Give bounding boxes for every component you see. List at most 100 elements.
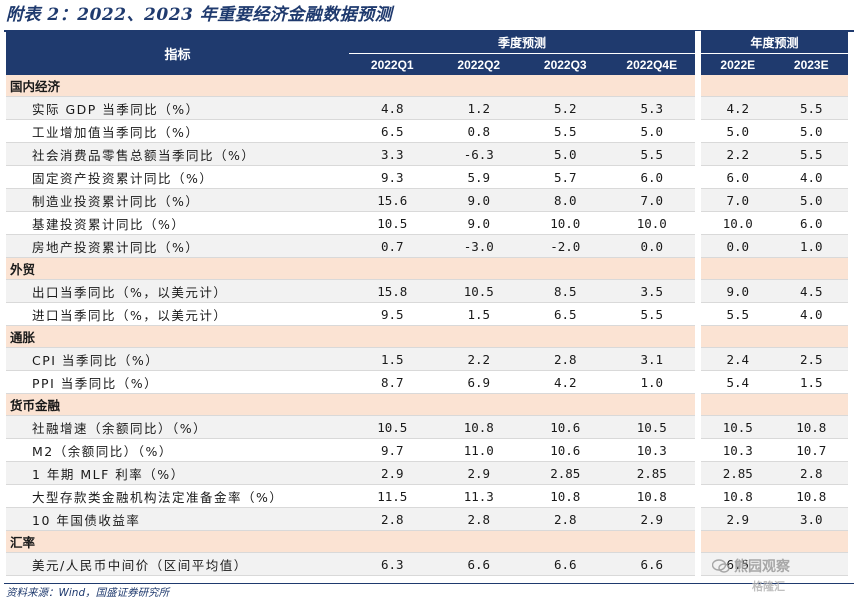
table-row: 10 年国债收益率 2.8 2.8 2.8 2.9 2.9 3.0	[6, 507, 848, 531]
value-cell: 10.6	[522, 438, 609, 462]
value-cell: 2.9	[608, 507, 696, 531]
value-cell: 3.5	[608, 279, 696, 303]
indicator-header: 指标	[6, 31, 350, 75]
value-cell: 5.5	[774, 142, 848, 166]
value-cell: 6.0	[701, 165, 775, 189]
quarterly-forecast-header: 季度预测	[349, 31, 696, 54]
table-row: 出口当季同比（%，以美元计） 15.8 10.5 8.5 3.5 9.0 4.5	[6, 279, 848, 303]
row-label: 大型存款类金融机构法定准备金率（%）	[6, 484, 350, 508]
value-cell: 8.0	[522, 188, 609, 212]
value-cell: 9.0	[435, 188, 523, 212]
value-cell: 5.5	[608, 142, 696, 166]
section-title: 汇率	[6, 530, 350, 553]
row-label: 实际 GDP 当季同比（%）	[6, 96, 350, 120]
row-label: 基建投资累计同比（%）	[6, 211, 350, 235]
value-cell: 3.1	[608, 347, 696, 371]
value-cell: 5.5	[701, 302, 775, 326]
value-cell: 1.0	[774, 234, 848, 258]
row-label: 1 年期 MLF 利率（%）	[6, 461, 350, 485]
value-cell: 5.3	[608, 96, 696, 120]
value-cell: 2.85	[608, 461, 696, 485]
value-cell: 10.0	[608, 211, 696, 235]
value-cell: -3.0	[435, 234, 523, 258]
row-label: PPI 当季同比（%）	[6, 370, 350, 394]
value-cell: 6.6	[522, 552, 609, 576]
value-cell: 5.5	[522, 119, 609, 143]
row-label: 美元/人民币中间价（区间平均值）	[6, 552, 350, 576]
section-row: 货币金融	[6, 393, 848, 416]
value-cell: 2.9	[349, 461, 436, 485]
value-cell: 5.0	[608, 119, 696, 143]
section-title: 国内经济	[6, 75, 350, 97]
value-cell: 6.5	[522, 302, 609, 326]
value-cell: 5.4	[701, 370, 775, 394]
column-header: 2022Q1	[349, 53, 436, 75]
value-cell: 2.9	[435, 461, 523, 485]
row-label: 10 年国债收益率	[6, 507, 350, 531]
value-cell: 8.7	[349, 370, 436, 394]
value-cell: 1.5	[435, 302, 523, 326]
value-cell: 10.5	[701, 415, 775, 439]
value-cell: 2.85	[701, 461, 775, 485]
value-cell: 1.5	[349, 347, 436, 371]
value-cell: 10.0	[701, 211, 775, 235]
section-title: 外贸	[6, 257, 350, 280]
source-divider	[4, 583, 854, 584]
section-row: 通胀	[6, 325, 848, 348]
value-cell: 2.2	[435, 347, 523, 371]
value-cell: 4.5	[774, 279, 848, 303]
column-header: 2022Q2	[435, 53, 523, 75]
value-cell: 5.0	[774, 188, 848, 212]
row-label: 社融增速（余额同比）（%）	[6, 415, 350, 439]
table-row: 社会消费品零售总额当季同比（%） 3.3 -6.3 5.0 5.5 2.2 5.5	[6, 142, 848, 166]
value-cell: 9.0	[701, 279, 775, 303]
value-cell: 2.8	[774, 461, 848, 485]
value-cell: -2.0	[522, 234, 609, 258]
row-label: 出口当季同比（%，以美元计）	[6, 279, 350, 303]
value-cell: 11.0	[435, 438, 523, 462]
table-title: 附表 2：2022、2023 年重要经济金融数据预测	[6, 5, 393, 25]
value-cell: 15.6	[349, 188, 436, 212]
row-label: 制造业投资累计同比（%）	[6, 188, 350, 212]
value-cell: 10.0	[522, 211, 609, 235]
row-label: CPI 当季同比（%）	[6, 347, 350, 371]
table-row: 社融增速（余额同比）（%） 10.5 10.8 10.6 10.5 10.5 10.8	[6, 415, 848, 439]
column-header: 2022Q3	[522, 53, 609, 75]
value-cell: 3.0	[774, 507, 848, 531]
value-cell: 2.5	[774, 347, 848, 371]
value-cell: 10.5	[435, 279, 523, 303]
value-cell: 5.2	[522, 96, 609, 120]
value-cell: 11.3	[435, 484, 523, 508]
wechat-icon	[712, 559, 730, 573]
value-cell: 6.6	[435, 552, 523, 576]
value-cell: 6.9	[435, 370, 523, 394]
value-cell: 2.85	[522, 461, 609, 485]
table-row: M2（余额同比）（%） 9.7 11.0 10.6 10.3 10.3 10.7	[6, 438, 848, 462]
section-row: 国内经济	[6, 75, 848, 97]
value-cell: 2.4	[701, 347, 775, 371]
watermark-text: 熊园观察	[734, 559, 790, 575]
value-cell: 6.0	[774, 211, 848, 235]
table-row: 美元/人民币中间价（区间平均值） 6.3 6.6 6.6 6.6 6.5	[6, 552, 848, 576]
value-cell: 4.2	[522, 370, 609, 394]
value-cell: 5.5	[608, 302, 696, 326]
row-label: 社会消费品零售总额当季同比（%）	[6, 142, 350, 166]
value-cell: 1.2	[435, 96, 523, 120]
value-cell: 4.0	[774, 165, 848, 189]
table-row: 1 年期 MLF 利率（%） 2.9 2.9 2.85 2.85 2.85 2.8	[6, 461, 848, 485]
watermark: 熊园观察	[712, 556, 790, 576]
value-cell: 2.8	[522, 507, 609, 531]
value-cell: 9.7	[349, 438, 436, 462]
value-cell: 1.0	[608, 370, 696, 394]
value-cell: 10.8	[435, 415, 523, 439]
value-cell: 5.0	[774, 119, 848, 143]
value-cell: 10.7	[774, 438, 848, 462]
value-cell: 8.5	[522, 279, 609, 303]
row-label: 固定资产投资累计同比（%）	[6, 165, 350, 189]
watermark-logo-text: 格隆汇	[752, 580, 785, 593]
column-header: 2022E	[701, 53, 775, 75]
value-cell: 7.0	[701, 188, 775, 212]
section-row: 汇率	[6, 530, 848, 553]
value-cell: 6.5	[349, 119, 436, 143]
value-cell: 10.8	[608, 484, 696, 508]
